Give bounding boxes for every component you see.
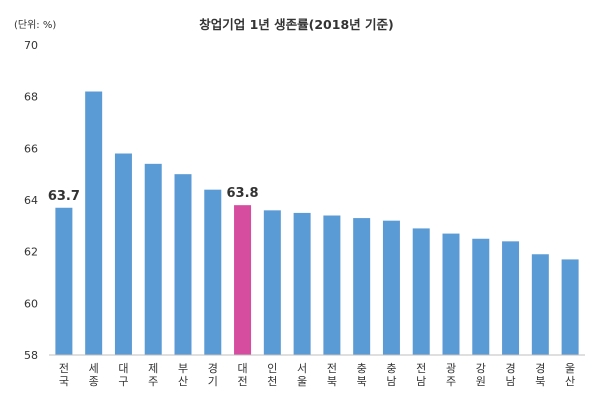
y-tick-label: 68	[24, 91, 38, 104]
data-labels: 63.7 63.8	[48, 186, 259, 204]
bar	[263, 210, 281, 355]
bar	[353, 218, 371, 355]
bar	[85, 91, 103, 355]
bar	[442, 233, 460, 355]
bar	[412, 228, 430, 355]
y-tick-label: 60	[24, 297, 38, 310]
y-tick-label: 58	[24, 349, 38, 362]
y-tick-label: 66	[24, 142, 38, 155]
chart-title: 창업기업 1년 생존률(2018년 기준)	[199, 17, 394, 32]
bar	[234, 205, 252, 355]
bar	[472, 238, 490, 355]
data-label: 63.7	[48, 189, 80, 204]
data-label: 63.8	[227, 186, 259, 201]
unit-label: (단위: %)	[14, 20, 57, 31]
x-axis-labels: 전 국 세 종 대 구 제 주 부 산 경 기 대 전 인 천 서 울 전 북 충 북 충 남 전 남 광 주 강 원 경 남 경 북 울 산	[59, 362, 575, 388]
y-tick-label: 62	[24, 246, 38, 259]
bar	[174, 174, 192, 355]
bar	[561, 259, 579, 355]
bar	[204, 189, 222, 355]
bar	[293, 212, 311, 355]
bar	[531, 254, 549, 355]
bar	[323, 215, 341, 355]
bar	[55, 207, 73, 355]
y-tick-label: 70	[24, 39, 38, 52]
bar	[382, 220, 400, 355]
bars	[55, 91, 579, 355]
y-tick-label: 64	[24, 194, 38, 207]
bar	[502, 241, 520, 355]
bar	[144, 163, 162, 355]
y-axis-ticks: 58 60 62 64 66 68 70	[24, 39, 38, 362]
bar	[114, 153, 132, 355]
